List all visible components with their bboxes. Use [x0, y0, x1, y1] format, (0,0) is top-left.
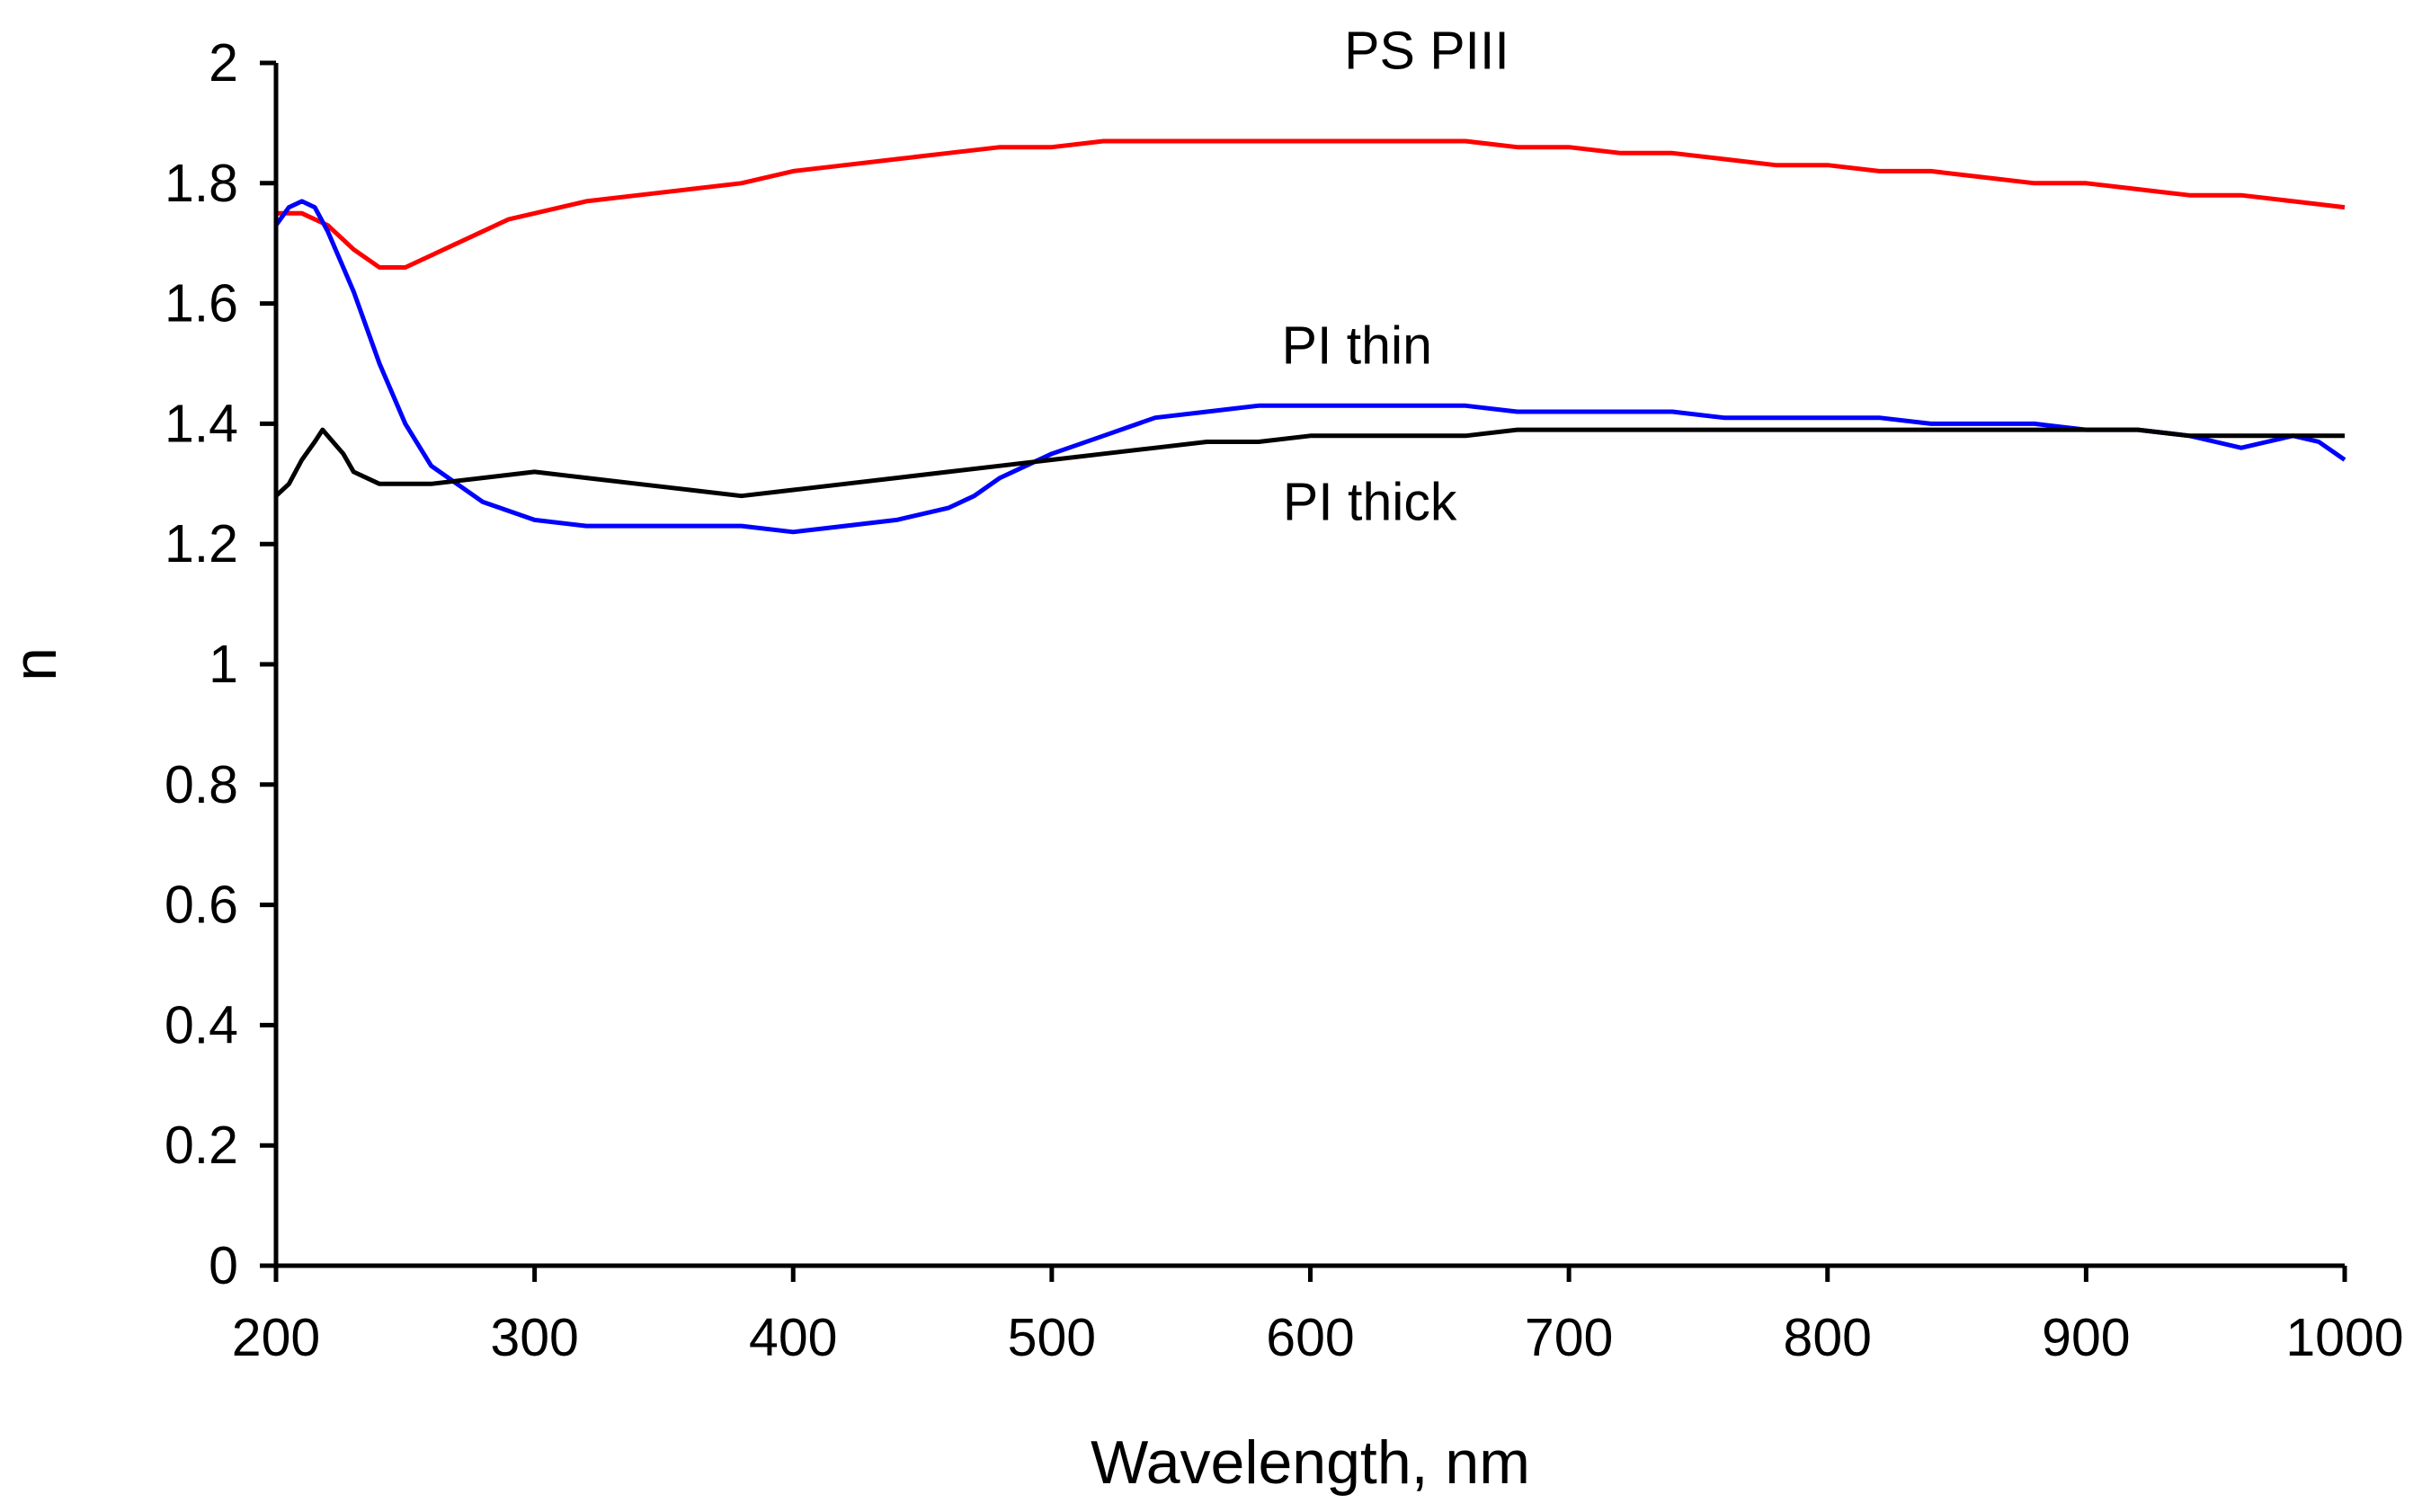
series-line-pi-thin [273, 199, 2346, 535]
series-label-ps-piii: PS PIII [1344, 22, 1509, 81]
y-tick-label: 1.6 [165, 274, 238, 334]
x-tick-label: 1000 [2285, 1308, 2403, 1367]
y-tick-label: 0.8 [165, 755, 238, 814]
y-tick-label: 1.4 [165, 394, 238, 453]
y-tick-label: 0.2 [165, 1116, 238, 1175]
axes-layer [273, 63, 2345, 1268]
y-tick-label: 1.2 [165, 514, 238, 574]
x-tick-label: 300 [490, 1308, 578, 1367]
x-tick-label: 500 [1008, 1308, 1096, 1367]
series-line-ps-piii [276, 138, 2346, 270]
x-tick-label: 400 [749, 1308, 837, 1367]
x-tick-label: 200 [232, 1308, 320, 1367]
y-tick-label: 1.8 [165, 154, 238, 213]
series-label-pi-thin: PI thin [1282, 316, 1432, 376]
y-tick-label: 0.4 [165, 995, 238, 1054]
series-label-pi-thick: PI thick [1283, 472, 1457, 531]
y-tick-label: 0 [209, 1236, 238, 1295]
y-tick-label: 0.6 [165, 876, 238, 935]
ticks-layer: 0 0.2 0.4 0.6 0.8 1 1.2 1.4 1.6 1.8 2 200 300 400 500 6… [165, 33, 2404, 1367]
x-axis-title: Wavelength, nm [1091, 1428, 1530, 1497]
labels-layer: Wavelength, nm n PS PIII PI thin PI thick [1, 22, 1530, 1497]
series-line-pi-thick [274, 427, 2345, 499]
x-tick-label: 900 [2042, 1308, 2130, 1367]
y-tick-label: 1 [209, 635, 238, 694]
x-tick-label: 800 [1784, 1308, 1872, 1367]
x-tick-label: 700 [1525, 1308, 1613, 1367]
series-layer [273, 138, 2346, 535]
y-axis-title: n [1, 647, 69, 681]
x-tick-label: 600 [1266, 1308, 1354, 1367]
y-tick-label: 2 [209, 33, 238, 93]
